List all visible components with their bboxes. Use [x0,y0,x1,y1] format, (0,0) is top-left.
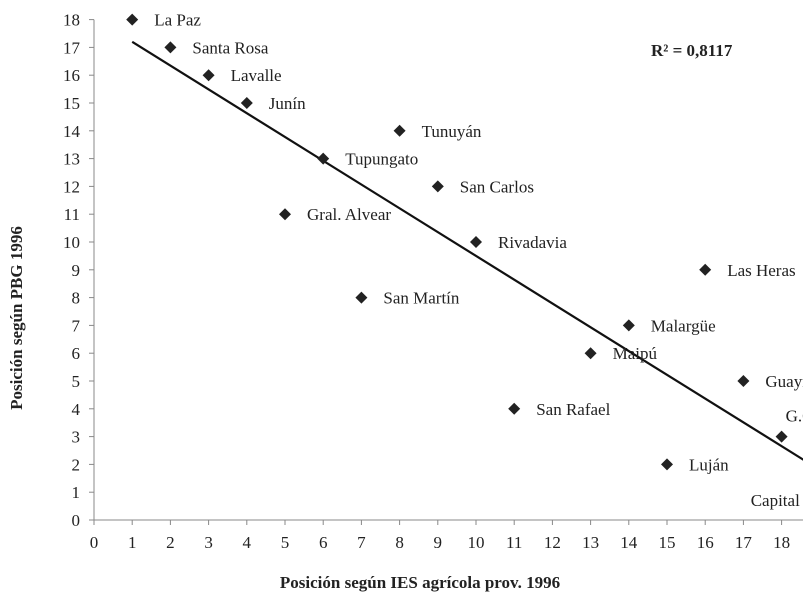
y-tick-label: 12 [63,177,80,196]
trendline-group [131,40,803,461]
y-tick-label: 14 [63,122,81,141]
y-tick-label: 1 [72,483,81,502]
point-label: San Rafael [536,400,610,419]
y-tick-label: 2 [72,455,81,474]
data-point-diamond [393,124,406,137]
trendline [131,40,803,461]
point-label: La Paz [154,11,201,30]
y-tick-label: 8 [72,289,81,308]
point-label: Rivadavia [498,233,567,252]
point-label: San Martín [383,289,460,308]
point-label: Junín [269,94,306,113]
y-tick-label: 11 [64,205,80,224]
data-point-diamond [126,13,139,26]
x-tick-label: 9 [434,533,443,552]
data-point-diamond [164,41,177,54]
x-tick-label: 18 [773,533,790,552]
y-tick-label: 18 [63,11,80,30]
x-tick-label: 10 [468,533,485,552]
data-point-diamond [240,97,253,109]
y-tick-label: 3 [72,428,81,447]
x-tick-label: 2 [166,533,175,552]
x-tick-label: 13 [582,533,599,552]
x-axis-label: Posición según IES agrícola prov. 1996 [280,573,560,592]
data-point-diamond [699,263,712,276]
x-tick-label: 1 [128,533,137,552]
point-label: Tunuyán [422,122,482,141]
point-label: Tupungato [345,150,418,169]
x-tick-label: 17 [735,533,753,552]
x-tick-label: 4 [243,533,252,552]
y-tick-label: 7 [72,316,81,335]
y-tick-label: 0 [72,511,81,530]
point-label: G.Cruz [786,407,803,426]
y-tick-label: 17 [63,38,81,57]
data-point-diamond [355,291,368,304]
data-point-diamond [202,69,215,82]
data-point-diamond [737,375,750,387]
point-label: San Carlos [460,177,534,196]
data-point-diamond [584,347,597,360]
x-tick-label: 5 [281,533,290,552]
x-tick-label: 11 [506,533,522,552]
y-axis-label: Posición según PBG 1996 [7,226,26,410]
point-label: Luján [689,455,729,474]
data-point-diamond [775,430,788,443]
x-tick-label: 12 [544,533,561,552]
x-tick-label: 8 [395,533,404,552]
point-label: Malargüe [651,316,716,335]
y-tick-label: 16 [63,66,80,85]
data-point-diamond [508,402,521,415]
point-label: Capital [751,491,800,510]
x-tick-label: 15 [659,533,676,552]
x-tick-label: 3 [204,533,213,552]
x-tick-label: 6 [319,533,328,552]
point-label: Las Heras [727,261,795,280]
y-tick-label: 13 [63,150,80,169]
point-label: Santa Rosa [192,38,268,57]
data-point-diamond [622,319,635,332]
r-squared-annotation: R² = 0,8117 [651,41,733,60]
data-point-diamond [661,458,673,471]
y-tick-label: 5 [72,372,81,391]
y-tick-label: 9 [72,261,81,280]
point-label: Guaymallén [765,372,803,391]
x-tick-label: 14 [620,533,638,552]
y-tick-label: 15 [63,94,80,113]
x-axis-ticks: 0 1 2 3 4 5 6 7 8 9 10 11 12 13 14 15 16 17 18 [90,520,790,552]
point-label: Gral. Alvear [307,205,391,224]
x-tick-label: 16 [697,533,714,552]
point-label: Lavalle [231,66,282,85]
data-point-diamond [431,180,444,193]
data-point-diamond [279,208,291,221]
data-point-diamond [470,236,482,248]
data-point-diamond [317,152,330,165]
x-tick-label: 7 [357,533,366,552]
y-tick-label: 6 [72,344,81,363]
data-points [126,13,788,471]
x-tick-label: 0 [90,533,99,552]
point-labels: La Paz Santa Rosa Lavalle Junín TunuyánTupun… [154,11,803,511]
point-label: Maipú [613,344,658,363]
y-tick-label: 10 [63,233,80,252]
y-tick-label: 4 [72,400,81,419]
axes [93,19,803,521]
